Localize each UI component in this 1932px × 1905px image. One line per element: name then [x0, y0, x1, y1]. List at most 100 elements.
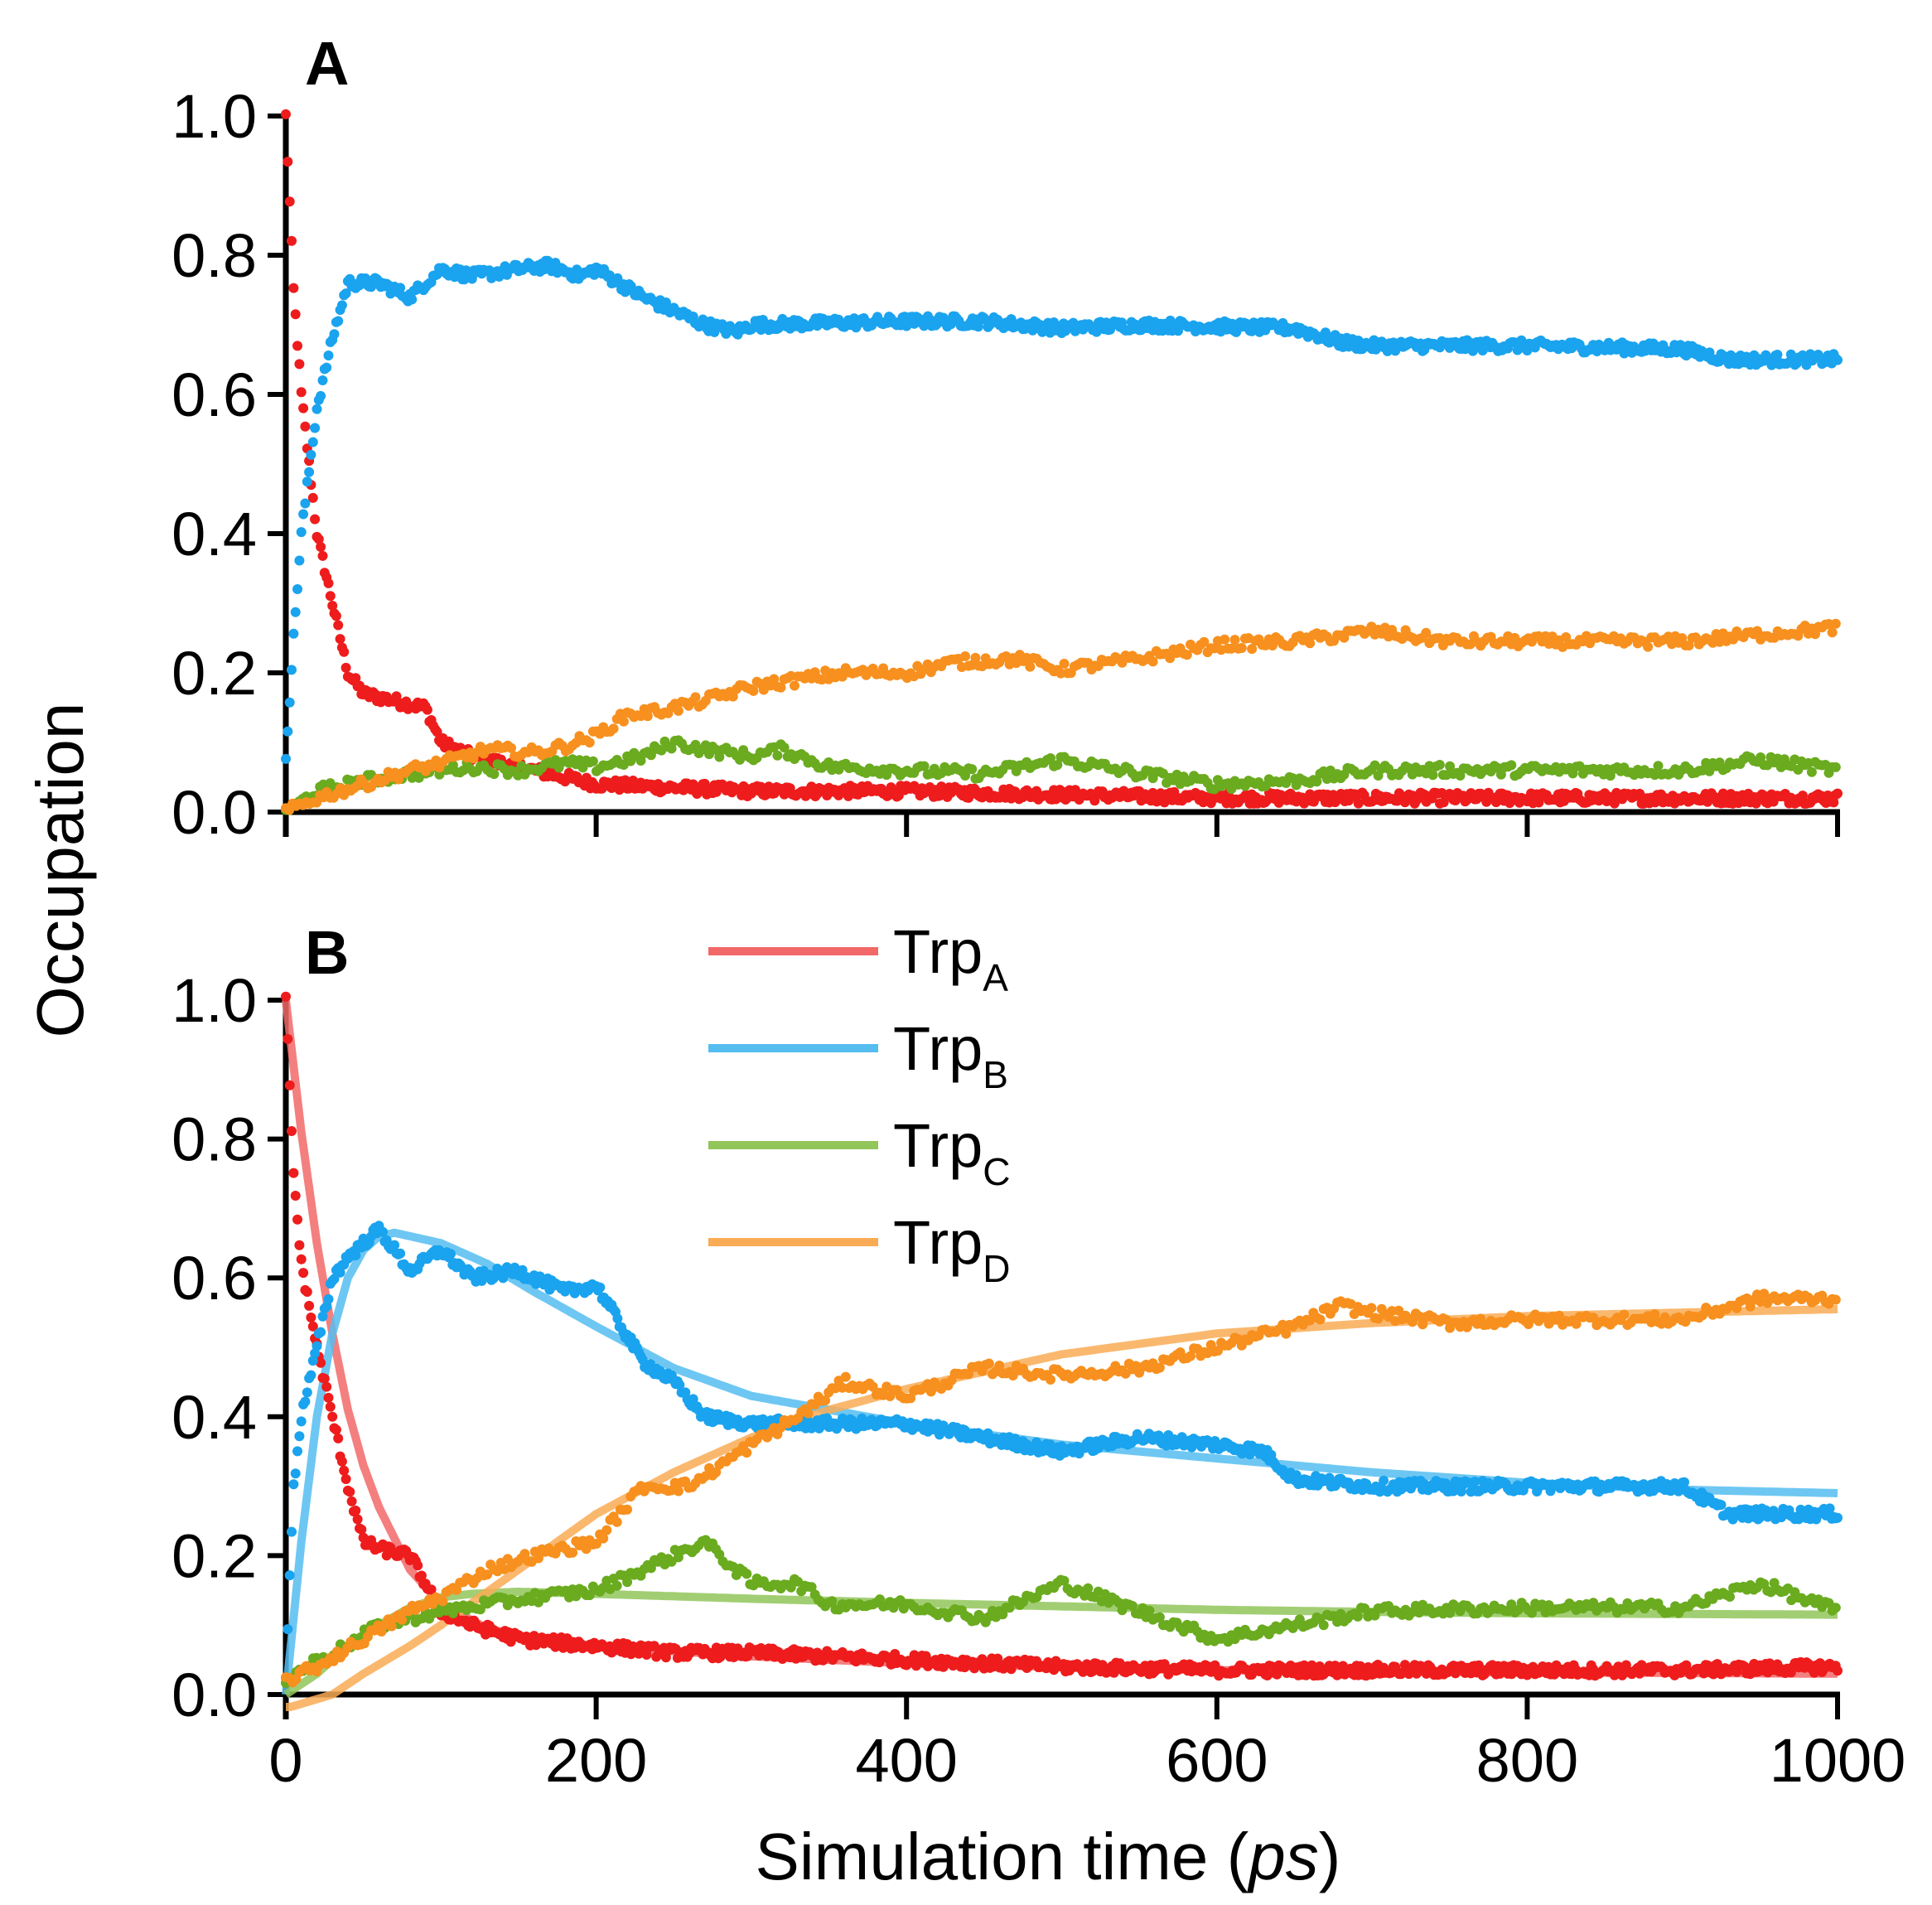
data-point	[605, 270, 615, 281]
data-point	[310, 514, 321, 525]
data-point	[284, 1080, 295, 1090]
data-point	[395, 283, 406, 293]
x-axis-title-unit: ps	[1247, 1820, 1319, 1893]
data-point	[1025, 661, 1036, 672]
data-point	[806, 781, 817, 792]
data-point	[645, 750, 656, 761]
data-point	[336, 1456, 347, 1467]
data-point	[284, 1570, 295, 1581]
y-tick-label-b: 0.4	[171, 1383, 257, 1452]
data-point	[288, 1479, 299, 1490]
data-point	[489, 769, 500, 780]
data-point	[1643, 641, 1654, 652]
data-point	[333, 1433, 344, 1443]
series-TrpD	[281, 1289, 1841, 1688]
data-point	[1833, 1512, 1843, 1523]
data-point	[290, 309, 301, 320]
data-point	[432, 727, 442, 737]
data-point	[304, 467, 315, 477]
data-point	[281, 109, 291, 119]
data-point	[642, 711, 653, 722]
x-axis-title-end: )	[1319, 1820, 1341, 1893]
data-point	[1360, 1603, 1370, 1613]
panel-b: 0.00.20.40.60.81.00 200 400 600 800 1000	[171, 966, 1905, 1795]
data-point	[356, 1524, 367, 1535]
data-point	[1324, 1472, 1335, 1483]
data-point	[1609, 798, 1620, 809]
data-point	[1315, 1314, 1326, 1325]
y-tick-label-b: 0.2	[171, 1521, 257, 1590]
data-point	[1806, 766, 1817, 777]
data-point	[1083, 1583, 1094, 1593]
data-point	[422, 704, 432, 715]
data-point	[292, 1214, 302, 1225]
data-point	[345, 1487, 355, 1497]
data-point	[331, 1424, 341, 1435]
series-TrpD	[281, 618, 1841, 815]
data-point	[1236, 643, 1247, 653]
data-point	[298, 403, 309, 413]
x-tick-label-b: 0	[268, 1726, 302, 1795]
data-point	[378, 1226, 389, 1237]
y-tick-label-a: 0.4	[171, 500, 257, 568]
data-point	[1833, 788, 1843, 799]
data-point	[426, 1584, 437, 1595]
data-point	[339, 646, 350, 657]
x-tick-label-b: 800	[1476, 1726, 1578, 1795]
data-point	[298, 1268, 309, 1279]
data-point	[1247, 644, 1258, 655]
data-point	[785, 1582, 796, 1593]
data-point	[840, 1371, 851, 1382]
data-point	[608, 723, 619, 734]
data-point	[611, 1580, 622, 1591]
data-point	[287, 665, 297, 675]
data-point	[1045, 1439, 1055, 1450]
data-point	[1004, 1603, 1015, 1613]
data-point	[1147, 656, 1158, 667]
data-point	[1506, 1599, 1517, 1610]
y-tick-label-a: 1.0	[171, 82, 257, 151]
data-point	[571, 1591, 582, 1602]
x-tick-label-b: 400	[855, 1726, 957, 1795]
data-point	[1173, 326, 1183, 336]
data-point	[769, 674, 780, 684]
x-axis-title: Simulation time (ps)	[756, 1820, 1341, 1893]
data-point	[306, 1313, 316, 1322]
data-point	[1830, 1603, 1841, 1613]
data-point	[284, 196, 295, 207]
data-point	[1434, 760, 1445, 770]
data-point	[290, 607, 301, 617]
data-point	[598, 1533, 609, 1544]
data-point	[584, 737, 595, 748]
data-point	[482, 1569, 493, 1580]
data-point	[294, 555, 305, 566]
data-point	[341, 1474, 351, 1484]
data-point	[296, 527, 307, 538]
data-point	[1059, 659, 1070, 669]
data-point	[1714, 757, 1725, 768]
data-point	[319, 1373, 330, 1384]
y-tick-label-b: 0.8	[171, 1105, 257, 1174]
data-point	[1421, 627, 1432, 638]
series-TrpC	[281, 1535, 1841, 1689]
data-point	[1756, 752, 1766, 762]
data-point	[288, 1168, 299, 1178]
y-tick-label-a: 0.8	[171, 221, 257, 290]
data-point	[307, 1321, 318, 1332]
panel-label-a: A	[305, 29, 349, 98]
data-point	[1772, 350, 1783, 360]
data-point	[287, 1126, 297, 1136]
data-point	[1366, 1303, 1377, 1313]
data-point	[506, 742, 516, 753]
data-point	[323, 1293, 334, 1304]
data-point	[1165, 653, 1176, 664]
data-point	[584, 1590, 595, 1601]
data-point	[316, 542, 326, 552]
data-point	[290, 1191, 301, 1201]
data-point	[674, 1380, 685, 1390]
data-point	[779, 742, 790, 753]
data-point	[352, 1514, 363, 1525]
data-point	[727, 691, 738, 702]
data-point	[407, 294, 418, 305]
data-point	[1427, 770, 1438, 781]
